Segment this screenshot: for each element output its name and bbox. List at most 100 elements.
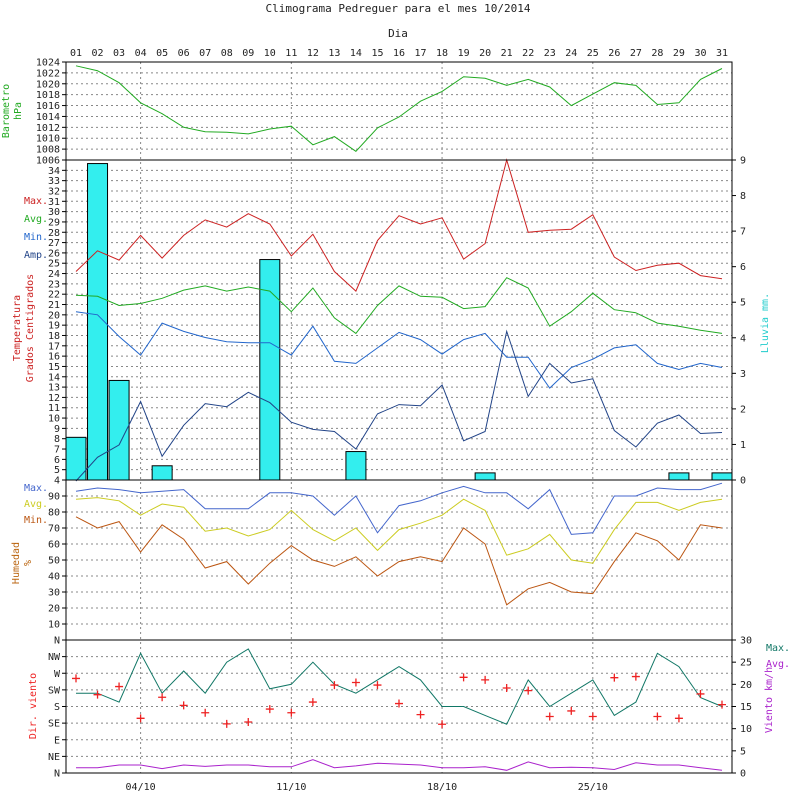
series-lines-layer [72,65,726,771]
date-tick-label: 11/10 [276,782,306,793]
wind-axis-tick-label: 20 [740,680,752,691]
rain-bar [711,472,733,481]
temp-avg-series-line [75,277,723,335]
rain-bar [259,259,281,481]
rain-bar [151,465,173,481]
wind-direction-marker [136,714,145,723]
wind-direction-marker [610,673,619,682]
day-tick-label: 14 [350,48,362,59]
hum-axis-tick-label: 40 [48,572,60,583]
temp-axis-tick-label: 19 [48,321,60,332]
wind-direction-marker [459,673,468,682]
dir-axis-tick-label: W [54,669,61,680]
day-tick-label: 27 [630,48,642,59]
legend-label: Avg. [24,499,48,510]
pressure-axis-tick-label: 1024 [36,58,60,69]
day-tick-label: 13 [328,48,340,59]
legend-label: Max. [24,196,48,207]
wind-direction-marker [567,706,576,715]
wind-direction-marker [222,719,231,728]
temp-axis-tick-label: 34 [48,166,60,177]
temp-axis-tick-label: 23 [48,279,60,290]
day-tick-label: 22 [522,48,534,59]
temp-axis-tick-label: 10 [48,414,60,425]
legend-label: Amp. [24,250,48,261]
legend-label: Min. [24,232,48,243]
wind-axis-tick-label: 0 [740,769,746,780]
wind-direction-marker [674,714,683,723]
wind-direction-marker [201,708,210,717]
day-tick-label: 16 [393,48,405,59]
dir-axis-tick-label: NE [48,752,60,763]
pressure-axis-tick-label: 1016 [36,101,60,112]
day-tick-label: 08 [221,48,233,59]
labels-layer: 01 02 03 04 05 06 07 08 09 10 11 12 13 14 15 16 17 18 19 20… [1,48,790,793]
wind-direction-marker [481,675,490,684]
wind-direction-marker [718,700,726,709]
temp-axis-tick-label: 5 [54,465,60,476]
temp-axis-tick-label: 33 [48,176,60,187]
temp-axis-tick-label: 17 [48,341,60,352]
dir-axis-tick-label: S [54,702,60,713]
day-tick-label: 17 [415,48,427,59]
date-tick-label: 04/10 [126,782,156,793]
pressure-axis-tick-label: 1008 [36,145,60,156]
temp-axis-tick-label: 31 [48,197,60,208]
pressure-axis-tick-label: 1014 [36,112,60,123]
rain-axis-tick-label: 4 [740,333,746,344]
pressure-axis-tick-label: 1006 [36,156,60,167]
day-tick-label: 05 [156,48,168,59]
temp-axis-tick-label: 7 [54,445,60,456]
wind-direction-marker [653,712,662,721]
day-tick-label: 20 [479,48,491,59]
rain-bar [668,472,690,481]
wind-avg-series-line [76,759,723,771]
dir-axis-title: Dir. viento [28,673,39,739]
hum-axis-tick-label: 20 [48,604,60,615]
dir-axis-tick-label: SW [48,685,61,696]
temp-axis-tick-label: 25 [48,259,60,270]
day-tick-label: 28 [651,48,663,59]
wind-direction-marker [416,710,425,719]
day-tick-label: 23 [544,48,556,59]
temp-axis-tick-label: 22 [48,290,60,301]
wind-axis-tick-label: 25 [740,658,752,669]
day-tick-label: 18 [436,48,448,59]
day-tick-label: 01 [70,48,82,59]
temp-axis-tick-label: 16 [48,352,60,363]
rain-axis-title: Lluvia mm. [760,293,771,353]
day-tick-label: 11 [285,48,297,59]
day-tick-label: 24 [565,48,577,59]
wind-direction-marker [287,708,296,717]
day-tick-label: 29 [673,48,685,59]
temp-axis-tick-label: 12 [48,393,60,404]
wind-direction-marker [696,689,705,698]
rain-axis-tick-label: 8 [740,191,746,202]
day-tick-label: 06 [178,48,190,59]
day-tick-label: 26 [608,48,620,59]
legend-label: Avg. [766,659,790,670]
pressure-series-line [75,65,723,152]
temp-axis-tick-label: 21 [48,300,60,311]
temp-amp-series-line [75,329,723,482]
wind-axis-title: Viento km/h [764,667,775,733]
rain-axis-tick-label: 1 [740,440,746,451]
day-tick-label: 10 [264,48,276,59]
wind-direction-marker [158,693,167,702]
pressure-axis-tick-label: 1020 [36,79,60,90]
day-tick-label: 12 [307,48,319,59]
hum-max-series-line [75,482,723,535]
pressure-axis-tick-label: 1012 [36,123,60,134]
pressure-axis-tick-label: 1018 [36,90,60,101]
wind-direction-marker [179,701,188,710]
temp-axis-tick-label: 29 [48,217,60,228]
temp-axis-tick-label: 28 [48,228,60,239]
temp-axis-tick-label: 9 [54,424,60,435]
temp-axis-tick-label: 13 [48,383,60,394]
temp-min-series-line [75,311,723,389]
pressure-axis-title: hPa [13,102,24,120]
wind-axis-tick-label: 30 [740,636,752,647]
temp-axis-tick-label: 30 [48,207,60,218]
hum-axis-tick-label: 80 [48,508,60,519]
